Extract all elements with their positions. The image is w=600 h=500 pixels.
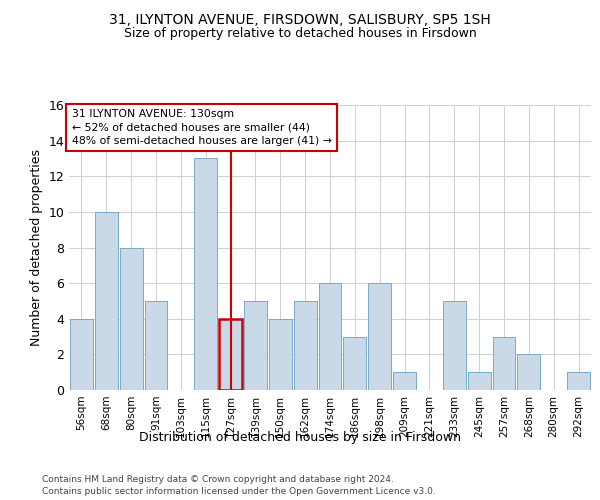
Bar xyxy=(244,301,267,390)
Bar xyxy=(343,336,366,390)
Bar xyxy=(269,319,292,390)
Bar xyxy=(70,319,93,390)
Text: Contains HM Land Registry data © Crown copyright and database right 2024.: Contains HM Land Registry data © Crown c… xyxy=(42,474,394,484)
Bar xyxy=(145,301,167,390)
Bar xyxy=(219,319,242,390)
Bar xyxy=(517,354,540,390)
Bar xyxy=(493,336,515,390)
Bar xyxy=(443,301,466,390)
Bar xyxy=(319,283,341,390)
Y-axis label: Number of detached properties: Number of detached properties xyxy=(30,149,43,346)
Bar xyxy=(393,372,416,390)
Bar xyxy=(95,212,118,390)
Bar xyxy=(468,372,491,390)
Bar xyxy=(294,301,317,390)
Bar xyxy=(120,248,143,390)
Bar xyxy=(194,158,217,390)
Text: 31, ILYNTON AVENUE, FIRSDOWN, SALISBURY, SP5 1SH: 31, ILYNTON AVENUE, FIRSDOWN, SALISBURY,… xyxy=(109,12,491,26)
Text: Size of property relative to detached houses in Firsdown: Size of property relative to detached ho… xyxy=(124,28,476,40)
Bar xyxy=(368,283,391,390)
Text: Contains public sector information licensed under the Open Government Licence v3: Contains public sector information licen… xyxy=(42,486,436,496)
Text: Distribution of detached houses by size in Firsdown: Distribution of detached houses by size … xyxy=(139,431,461,444)
Text: 31 ILYNTON AVENUE: 130sqm
← 52% of detached houses are smaller (44)
48% of semi-: 31 ILYNTON AVENUE: 130sqm ← 52% of detac… xyxy=(71,110,331,146)
Bar xyxy=(567,372,590,390)
